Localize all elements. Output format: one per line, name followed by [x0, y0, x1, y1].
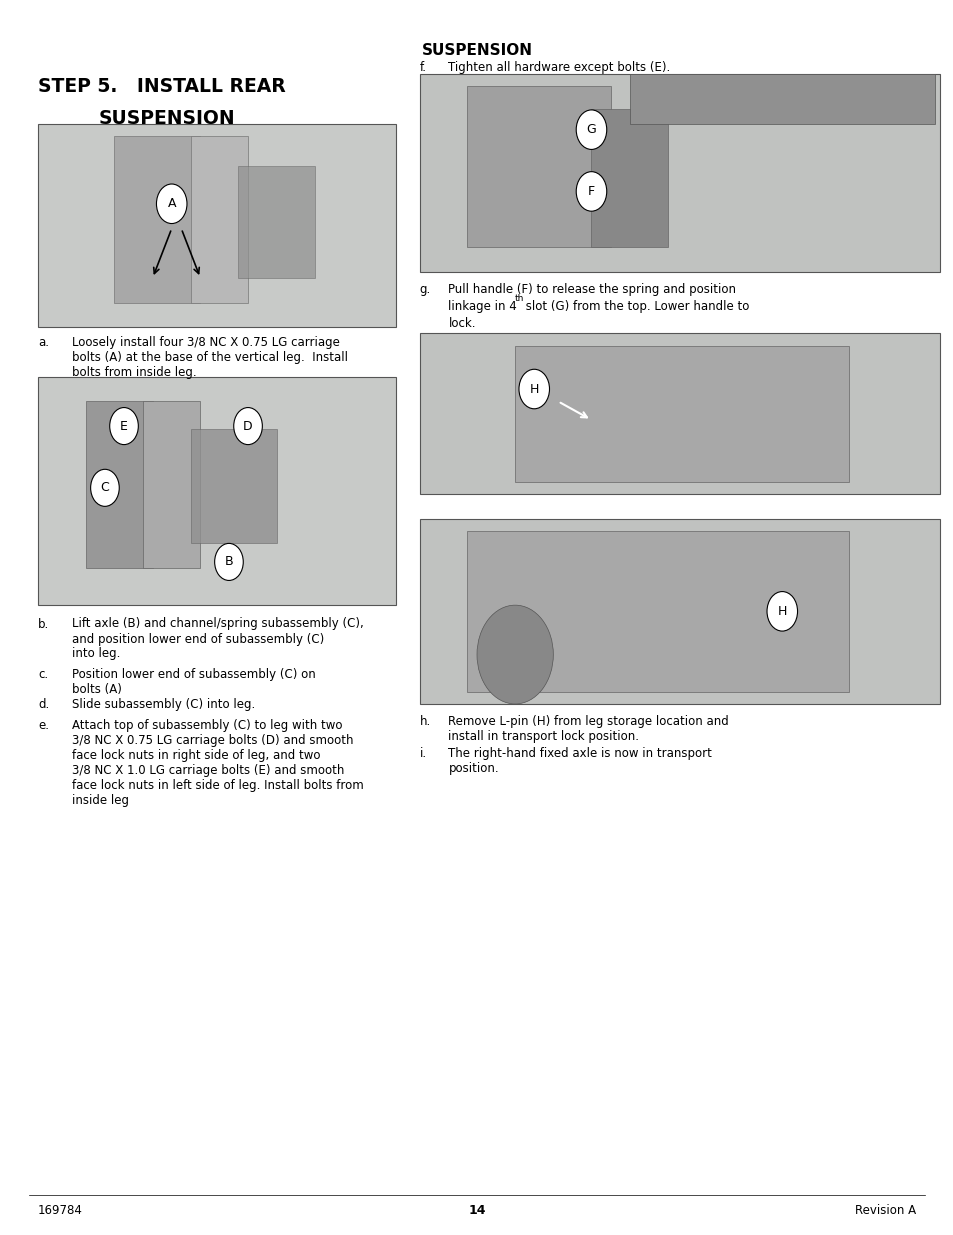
Circle shape [214, 543, 243, 580]
Text: F: F [587, 185, 595, 198]
Text: Position lower end of subassembly (C) on
bolts (A): Position lower end of subassembly (C) on… [71, 668, 315, 697]
Text: b.: b. [38, 618, 50, 631]
Bar [191, 136, 248, 303]
Text: 14: 14 [468, 1204, 485, 1218]
Text: Lift axle (B) and channel/spring subassembly (C),
and position lower end of suba: Lift axle (B) and channel/spring subasse… [71, 618, 363, 661]
Bar [143, 401, 200, 568]
Text: C: C [100, 482, 110, 494]
Text: g.: g. [419, 283, 431, 296]
Text: The right-hand fixed axle is now in transport
position.: The right-hand fixed axle is now in tran… [448, 747, 712, 776]
Text: SUSPENSION: SUSPENSION [421, 43, 532, 58]
Text: A: A [168, 198, 175, 210]
Text: SUSPENSION: SUSPENSION [98, 109, 235, 127]
Text: linkage in 4: linkage in 4 [448, 300, 517, 314]
Text: a.: a. [38, 336, 50, 350]
Circle shape [233, 408, 262, 445]
Text: Loosely install four 3/8 NC X 0.75 LG carriage
bolts (A) at the base of the vert: Loosely install four 3/8 NC X 0.75 LG ca… [71, 336, 347, 379]
Text: h.: h. [419, 715, 431, 729]
Circle shape [91, 469, 119, 506]
Text: Remove L-pin (H) from leg storage location and
install in transport lock positio: Remove L-pin (H) from leg storage locati… [448, 715, 728, 743]
Text: E: E [120, 420, 128, 432]
Bar [515, 346, 848, 482]
FancyBboxPatch shape [38, 377, 395, 605]
Text: Attach top of subassembly (C) to leg with two
3/8 NC X 0.75 LG carriage bolts (D: Attach top of subassembly (C) to leg wit… [71, 719, 363, 806]
Text: i.: i. [419, 747, 426, 761]
Text: D: D [243, 420, 253, 432]
Text: d.: d. [38, 698, 50, 711]
FancyBboxPatch shape [419, 74, 939, 272]
FancyBboxPatch shape [419, 333, 939, 494]
Text: 169784: 169784 [38, 1204, 83, 1218]
Text: G: G [586, 124, 596, 136]
Text: Slide subassembly (C) into leg.: Slide subassembly (C) into leg. [71, 698, 254, 711]
Polygon shape [629, 74, 934, 124]
Text: Pull handle (F) to release the spring and position: Pull handle (F) to release the spring an… [448, 283, 736, 296]
Text: e.: e. [38, 719, 50, 732]
Circle shape [518, 369, 549, 409]
Bar [238, 165, 314, 278]
Text: H: H [777, 605, 786, 618]
Text: H: H [529, 383, 538, 395]
Bar [467, 531, 848, 692]
Text: th: th [515, 294, 523, 303]
Text: Revision A: Revision A [854, 1204, 915, 1218]
Text: f.: f. [419, 61, 426, 74]
Text: STEP 5.   INSTALL REAR: STEP 5. INSTALL REAR [38, 77, 286, 95]
Bar [114, 136, 200, 303]
Text: slot (G) from the top. Lower handle to: slot (G) from the top. Lower handle to [522, 300, 749, 314]
FancyBboxPatch shape [38, 124, 395, 327]
FancyBboxPatch shape [419, 519, 939, 704]
Text: lock.: lock. [448, 317, 476, 331]
Text: Tighten all hardware except bolts (E).: Tighten all hardware except bolts (E). [448, 61, 670, 74]
Text: B: B [224, 556, 233, 568]
Circle shape [766, 592, 797, 631]
Circle shape [576, 110, 606, 149]
Circle shape [156, 184, 187, 224]
Circle shape [476, 605, 553, 704]
Bar [86, 401, 152, 568]
Bar [467, 86, 610, 247]
Circle shape [110, 408, 138, 445]
Text: c.: c. [38, 668, 49, 682]
Bar [191, 429, 276, 543]
Bar [591, 109, 667, 247]
Circle shape [576, 172, 606, 211]
